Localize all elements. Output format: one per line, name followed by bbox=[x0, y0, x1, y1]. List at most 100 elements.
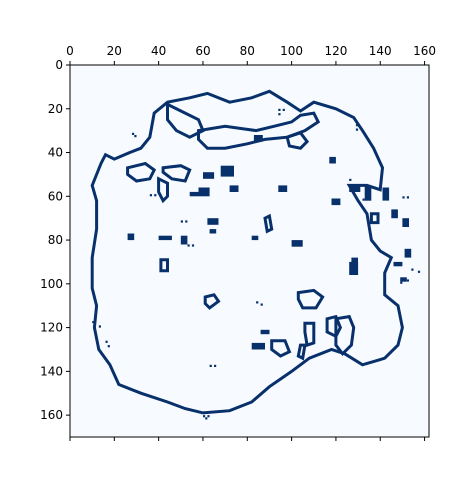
heatmap-dot bbox=[402, 196, 405, 199]
heatmap-inner-contour bbox=[157, 176, 169, 204]
heatmap-blob bbox=[180, 235, 188, 245]
x-tick-label: 140 bbox=[369, 44, 392, 58]
heatmap-marks bbox=[90, 89, 421, 420]
heatmap-blob bbox=[198, 187, 210, 197]
heatmap-dot bbox=[134, 135, 137, 138]
heatmap-dot bbox=[105, 340, 108, 343]
x-tick-label: 0 bbox=[66, 44, 74, 58]
heatmap-inner-contour bbox=[126, 161, 157, 183]
y-tick-label: 120 bbox=[40, 321, 63, 335]
heatmap-dot bbox=[406, 196, 409, 199]
heatmap-dot bbox=[417, 270, 421, 273]
x-tick-label: 160 bbox=[413, 44, 436, 58]
heatmap-blob bbox=[402, 218, 409, 227]
heatmap-dot bbox=[98, 325, 101, 328]
heatmap-inner-contour bbox=[334, 314, 356, 357]
heatmap-blob bbox=[278, 185, 288, 192]
heatmap-inner-contour bbox=[203, 293, 221, 310]
y-tick-label: 140 bbox=[40, 364, 63, 378]
heatmap-dot bbox=[207, 415, 210, 418]
heatmap-dot bbox=[282, 108, 285, 111]
heatmap-inner-contour bbox=[197, 111, 321, 150]
heatmap-dot bbox=[278, 108, 281, 111]
heatmap-inner-contour bbox=[369, 212, 380, 225]
heatmap-dot bbox=[355, 124, 359, 127]
heatmap-blob bbox=[158, 235, 172, 241]
x-tick-label: 20 bbox=[107, 44, 122, 58]
x-tick-label: 80 bbox=[240, 44, 255, 58]
heatmap-blob bbox=[189, 191, 199, 197]
heatmap-inner-contour bbox=[161, 164, 192, 183]
heatmap-dot bbox=[191, 244, 195, 247]
heatmap-blob bbox=[291, 240, 303, 247]
heatmap-blob bbox=[251, 342, 265, 350]
heatmap-blob bbox=[127, 233, 135, 241]
heatmap-outer-contour bbox=[90, 89, 404, 415]
heatmap-blob bbox=[404, 248, 412, 258]
heatmap-inner-contour bbox=[263, 213, 274, 234]
plot-area bbox=[69, 64, 430, 438]
heatmap-dot bbox=[355, 128, 359, 131]
x-tick-label: 60 bbox=[195, 44, 210, 58]
heatmap-dot bbox=[411, 268, 414, 271]
heatmap-blob bbox=[391, 209, 398, 219]
heatmap-blob bbox=[349, 185, 361, 192]
x-tick-label: 40 bbox=[151, 44, 166, 58]
y-tick-label: 160 bbox=[40, 408, 63, 422]
heatmap-blob bbox=[331, 198, 341, 206]
heatmap-dot bbox=[205, 417, 208, 420]
heatmap-dot bbox=[154, 194, 157, 197]
y-tick-label: 20 bbox=[48, 102, 63, 116]
heatmap-blob bbox=[364, 185, 372, 201]
heatmap-blob bbox=[349, 261, 359, 275]
heatmap-blob bbox=[393, 261, 403, 267]
heatmap-inner-contour bbox=[159, 258, 169, 273]
heatmap-blob bbox=[382, 187, 390, 201]
heatmap-dot bbox=[278, 113, 281, 116]
x-axis: 0 20 40 60 80 100 120 140 160 bbox=[66, 44, 436, 441]
heatmap-dot bbox=[107, 345, 110, 348]
heatmap-blob bbox=[207, 218, 219, 225]
x-tick-label: 100 bbox=[280, 44, 303, 58]
heatmap-dot bbox=[149, 194, 152, 197]
heatmap-inner-contour bbox=[303, 321, 316, 348]
heatmap-blob bbox=[203, 172, 215, 179]
y-tick-label: 40 bbox=[48, 146, 63, 160]
heatmap-dot bbox=[185, 220, 188, 223]
heatmap-blob bbox=[251, 235, 259, 241]
y-tick-label: 100 bbox=[40, 277, 63, 291]
y-tick-label: 80 bbox=[48, 233, 63, 247]
heatmap-dot bbox=[187, 244, 190, 247]
plot-frame bbox=[69, 64, 430, 438]
heatmap-dot bbox=[180, 220, 183, 223]
heatmap-dot bbox=[209, 364, 212, 367]
heatmap-inner-contour bbox=[270, 339, 292, 358]
y-axis: 0 20 40 60 80 100 120 140 160 bbox=[40, 58, 70, 422]
heatmap-blob bbox=[253, 135, 263, 142]
heatmap-dot bbox=[256, 301, 259, 304]
heatmap-inner-contour bbox=[325, 314, 343, 339]
heatmap-blob bbox=[209, 229, 217, 234]
heatmap-blob bbox=[351, 257, 358, 265]
heatmap-dot bbox=[406, 279, 409, 282]
heatmap-dot bbox=[132, 132, 135, 135]
heatmap-dot bbox=[362, 198, 365, 201]
heatmap-blob bbox=[400, 277, 407, 282]
heatmap-dot bbox=[203, 415, 206, 418]
heatmap-dot bbox=[260, 303, 263, 306]
heatmap-background bbox=[70, 65, 429, 437]
heatmap-blob bbox=[220, 165, 234, 177]
x-tick-label: 120 bbox=[324, 44, 347, 58]
heatmap-dot bbox=[349, 178, 352, 181]
heatmap-dot bbox=[214, 364, 217, 367]
heatmap-inner-contour bbox=[296, 343, 307, 361]
heatmap-blob bbox=[329, 156, 336, 164]
y-tick-label: 0 bbox=[55, 58, 63, 72]
y-tick-label: 60 bbox=[48, 189, 63, 203]
heatmap-blob bbox=[229, 185, 239, 192]
heatmap-inner-contour bbox=[285, 131, 310, 150]
heatmap-inner-contour bbox=[296, 288, 325, 310]
heatmap-blob bbox=[260, 329, 270, 335]
heatmap-inner-contour bbox=[166, 101, 205, 139]
